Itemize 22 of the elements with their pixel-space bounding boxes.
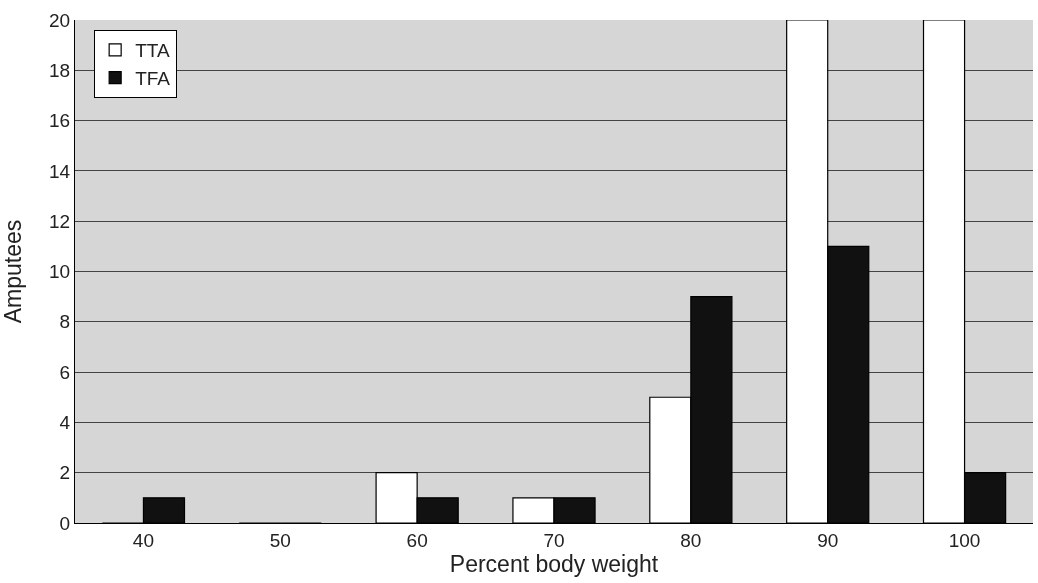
y-tick-label: 16: [49, 110, 71, 132]
y-tick-label: 2: [59, 462, 71, 484]
x-axis-title: Percent body weight: [449, 550, 659, 577]
y-tick-label: 18: [49, 59, 71, 81]
y-tick-label: 10: [49, 261, 71, 283]
y-tick-label: 14: [49, 160, 71, 182]
x-tick-label: 70: [543, 529, 565, 551]
y-tick-label: 4: [59, 412, 71, 434]
x-tick-label: 60: [406, 529, 428, 551]
x-tick-label: 100: [948, 529, 981, 551]
x-tick-label: 40: [132, 529, 154, 551]
y-tick-label: 20: [49, 9, 71, 31]
y-tick-label: 0: [59, 512, 71, 534]
legend-label: TTA: [135, 40, 170, 62]
y-tick-label: 12: [49, 210, 71, 232]
x-tick-label: 50: [269, 529, 291, 551]
y-tick-label: 8: [59, 311, 71, 333]
y-axis-title: Amputees: [0, 219, 26, 324]
x-tick-label: 80: [680, 529, 702, 551]
x-tick-label: 90: [817, 529, 839, 551]
y-tick-label: 6: [59, 361, 71, 383]
legend-label: TFA: [135, 68, 171, 90]
